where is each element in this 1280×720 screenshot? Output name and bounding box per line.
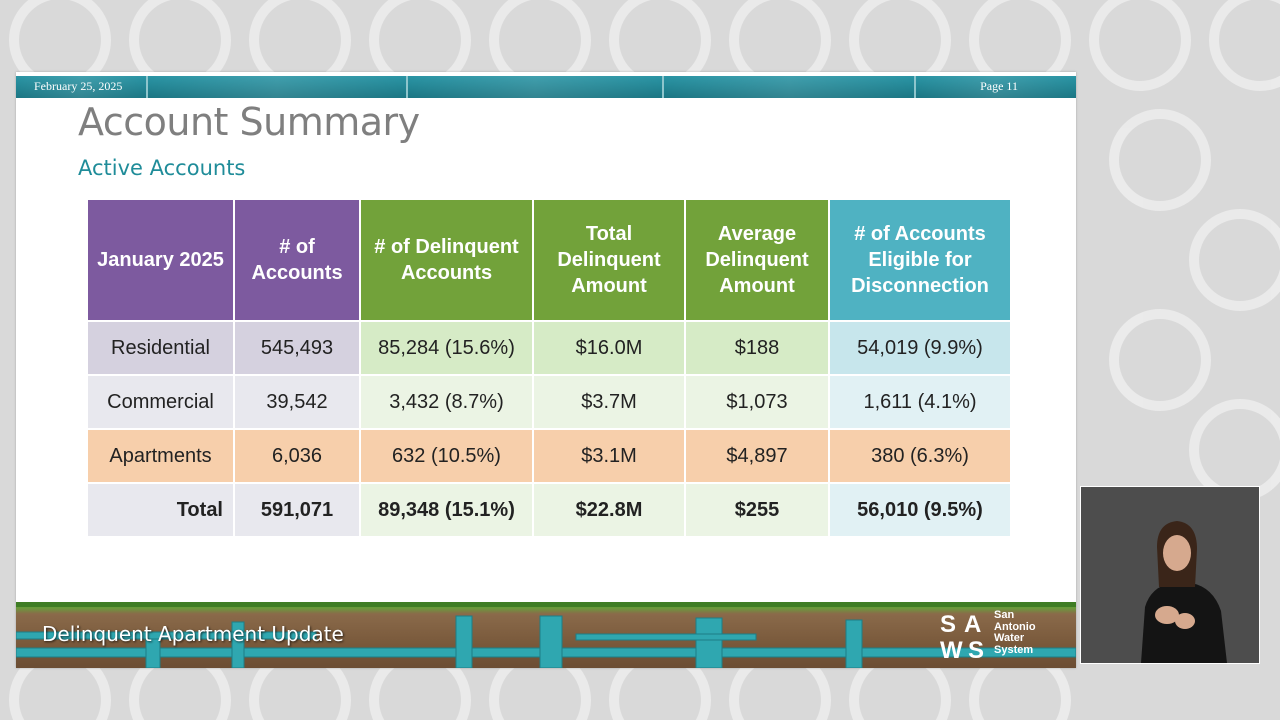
table-cell: 89,348 (15.1%) [359,482,534,538]
svg-text:S: S [968,637,984,662]
column-header: # of Accounts [233,198,361,322]
table-cell: Total [86,482,235,538]
footer-title: Delinquent Apartment Update [42,622,344,646]
table-cell: 56,010 (9.5%) [828,482,1012,538]
table-cell: $3.7M [532,374,686,430]
interpreter-figure [1081,487,1259,663]
table-total-row: Total 591,071 89,348 (15.1%) $22.8M $255… [86,482,1012,538]
pipes-illustration [16,602,1076,668]
table-cell: 3,432 (8.7%) [359,374,534,430]
table-cell: $4,897 [684,428,830,484]
table-cell: 380 (6.3%) [828,428,1012,484]
table-cell: 545,493 [233,320,361,376]
table-cell: $3.1M [532,428,686,484]
sign-language-interpreter-video [1080,486,1260,664]
saws-logo-mark: S A W S [940,611,984,662]
table-cell: Residential [86,320,235,376]
table-cell: 39,542 [233,374,361,430]
column-header: # of Accounts Eligible for Disconnection [828,198,1012,322]
table-cell: 85,284 (15.6%) [359,320,534,376]
slide-date: February 25, 2025 [34,79,123,93]
slide-footer-banner: Delinquent Apartment Update S A W S San … [16,602,1076,668]
slide-page-number: Page 11 [980,79,1018,93]
account-summary-table: January 2025 # of Accounts # of Delinque… [86,198,1012,538]
svg-text:W: W [940,637,963,662]
presentation-slide: February 25, 2025 Page 11 Account Summar… [16,72,1076,668]
table-cell: 1,611 (4.1%) [828,374,1012,430]
table-cell: $22.8M [532,482,686,538]
table-cell: Apartments [86,428,235,484]
table-cell: $188 [684,320,830,376]
svg-text:A: A [964,611,981,638]
table-cell: 632 (10.5%) [359,428,534,484]
column-header: # of Delinquent Accounts [359,198,534,322]
slide-subtitle: Active Accounts [78,156,246,180]
column-header: Average Delinquent Amount [684,198,830,322]
column-header: Total Delinquent Amount [532,198,686,322]
saws-logo-text: San Antonio Water System [994,609,1036,656]
table-cell: 54,019 (9.9%) [828,320,1012,376]
table-cell: $255 [684,482,830,538]
table-row: Apartments 6,036 632 (10.5%) $3.1M $4,89… [86,428,1012,484]
table-cell: Commercial [86,374,235,430]
table-row: Residential 545,493 85,284 (15.6%) $16.0… [86,320,1012,376]
table-cell: 6,036 [233,428,361,484]
table-cell: $1,073 [684,374,830,430]
table-row: Commercial 39,542 3,432 (8.7%) $3.7M $1,… [86,374,1012,430]
slide-header-bar: February 25, 2025 Page 11 [16,76,1076,98]
table-cell: $16.0M [532,320,686,376]
slide-title: Account Summary [78,100,420,144]
column-header: January 2025 [86,198,235,322]
table-cell: 591,071 [233,482,361,538]
table-header-row: January 2025 # of Accounts # of Delinque… [86,198,1012,322]
saws-logo: S A W S San Antonio Water System [938,606,1048,664]
svg-text:S: S [940,611,956,638]
